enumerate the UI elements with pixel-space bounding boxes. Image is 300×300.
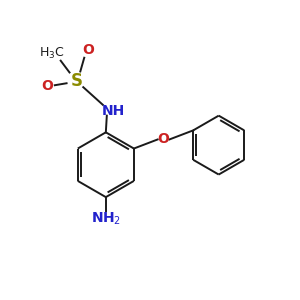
Text: O: O — [41, 79, 53, 93]
Text: O: O — [158, 132, 169, 146]
Text: NH$_2$: NH$_2$ — [91, 211, 121, 227]
Text: NH: NH — [102, 104, 125, 118]
Text: O: O — [82, 43, 94, 57]
Text: S: S — [70, 72, 83, 90]
Text: H$_3$C: H$_3$C — [39, 46, 64, 62]
